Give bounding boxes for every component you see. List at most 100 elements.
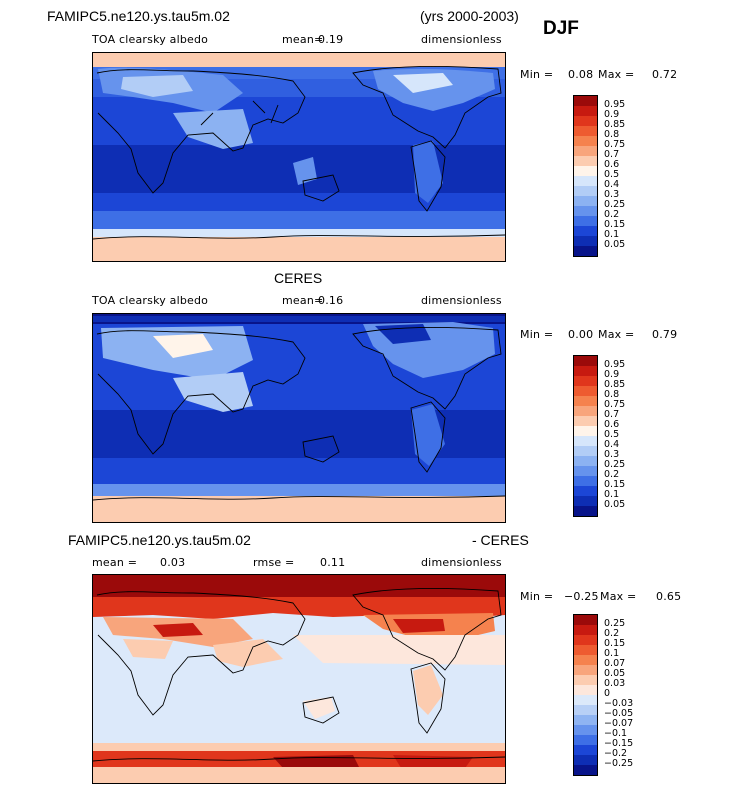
colorbar-tick-label: 0.95 (604, 99, 626, 110)
colorbar-swatch (574, 186, 597, 196)
panel2-max-value: 0.79 (652, 328, 678, 341)
colorbar-tick-label: 0.25 (604, 199, 626, 210)
colorbar-tick-label: 0.05 (604, 239, 626, 250)
panel3-units: dimensionless (421, 556, 502, 569)
colorbar-tick-label: 0.25 (604, 459, 626, 470)
panel1-variable: TOA clearsky albedo (92, 33, 209, 46)
colorbar-tick-label: 0.07 (604, 658, 626, 669)
colorbar-tick-label: 0.2 (604, 628, 620, 639)
colorbar-tick-label: 0.15 (604, 219, 626, 230)
colorbar-tick-label: 0 (604, 688, 611, 699)
colorbar-swatch (574, 246, 597, 256)
colorbar-swatch (574, 226, 597, 236)
colorbar-swatch (574, 166, 597, 176)
colorbar-swatch (574, 366, 597, 376)
colorbar-tick-label: 0.15 (604, 479, 626, 490)
panel3-max-label: Max = (600, 590, 637, 603)
panel2-max-label: Max = (598, 328, 635, 341)
colorbar-tick-label: 0.15 (604, 638, 626, 649)
colorbar-swatch (574, 96, 597, 106)
colorbar-swatch (574, 496, 597, 506)
colorbar-tick-label: 0.8 (604, 389, 620, 400)
colorbar-swatch (574, 126, 597, 136)
colorbar-swatch (574, 635, 597, 645)
colorbar-swatch (574, 625, 597, 635)
panel1-map (92, 52, 506, 262)
colorbar-swatch (574, 645, 597, 655)
colorbar-tick-label: −0.1 (604, 728, 628, 739)
colorbar-tick-label: 0.5 (604, 169, 620, 180)
colorbar-swatch (574, 196, 597, 206)
colorbar-tick-label: −0.2 (604, 748, 628, 759)
colorbar-tick-label: 0.6 (604, 159, 620, 170)
colorbar-swatch (574, 216, 597, 226)
colorbar-swatch (574, 376, 597, 386)
panel1-max-label: Max = (598, 68, 635, 81)
colorbar-tick-label: 0.2 (604, 469, 620, 480)
panel1-max-value: 0.72 (652, 68, 678, 81)
colorbar-tick-label: 0.95 (604, 359, 626, 370)
panel2-title: CERES (274, 270, 323, 286)
colorbar-tick-label: −0.05 (604, 708, 634, 719)
years-label: (yrs 2000-2003) (420, 8, 519, 24)
season-label: DJF (543, 18, 579, 39)
colorbar-swatch (574, 655, 597, 665)
colorbar-swatch (574, 735, 597, 745)
colorbar-tick-label: 0.4 (604, 439, 620, 450)
colorbar-swatch (574, 436, 597, 446)
colorbar-tick-label: −0.25 (604, 758, 634, 769)
colorbar-swatch (574, 755, 597, 765)
colorbar-swatch (574, 446, 597, 456)
colorbar-tick-label: 0.85 (604, 119, 626, 130)
colorbar-swatch (574, 146, 597, 156)
panel3-rmse-label: rmse = (253, 556, 295, 569)
colorbar-tick-label: 0.05 (604, 668, 626, 679)
colorbar-swatch (574, 685, 597, 695)
panel2-colorbar (573, 355, 598, 517)
colorbar-tick-label: 0.25 (604, 618, 626, 629)
panel3-mean-value: 0.03 (160, 556, 186, 569)
colorbar-swatch (574, 725, 597, 735)
colorbar-tick-label: 0.85 (604, 379, 626, 390)
colorbar-tick-label: 0.9 (604, 369, 620, 380)
colorbar-swatch (574, 416, 597, 426)
colorbar-tick-label: 0.1 (604, 648, 620, 659)
colorbar-tick-label: 0.4 (604, 179, 620, 190)
panel2-mean-label: mean= (282, 294, 324, 307)
panel3-title-right: - CERES (472, 532, 529, 548)
colorbar-swatch (574, 456, 597, 466)
panel3-mean-label: mean = (92, 556, 138, 569)
colorbar-swatch (574, 615, 597, 625)
panel3-min-label: Min = (520, 590, 554, 603)
panel3-map (92, 574, 506, 784)
colorbar-swatch (574, 386, 597, 396)
colorbar-swatch (574, 426, 597, 436)
panel3-min-value: −0.25 (564, 590, 599, 603)
panel2-mean-value: 0.16 (318, 294, 344, 307)
colorbar-swatch (574, 506, 597, 516)
colorbar-swatch (574, 675, 597, 685)
colorbar-tick-label: 0.8 (604, 129, 620, 140)
colorbar-swatch (574, 106, 597, 116)
colorbar-tick-label: 0.7 (604, 409, 620, 420)
colorbar-tick-label: 0.1 (604, 229, 620, 240)
colorbar-swatch (574, 156, 597, 166)
colorbar-swatch (574, 356, 597, 366)
colorbar-swatch (574, 665, 597, 675)
panel2-min-label: Min = (520, 328, 554, 341)
panel3-colorbar (573, 614, 598, 776)
colorbar-swatch (574, 476, 597, 486)
colorbar-swatch (574, 695, 597, 705)
colorbar-swatch (574, 136, 597, 146)
colorbar-tick-label: 0.7 (604, 149, 620, 160)
colorbar-tick-label: −0.15 (604, 738, 634, 749)
colorbar-tick-label: 0.1 (604, 489, 620, 500)
colorbar-swatch (574, 705, 597, 715)
colorbar-tick-label: 0.3 (604, 189, 620, 200)
panel2-min-value: 0.00 (568, 328, 594, 341)
panel1-mean-label: mean= (282, 33, 324, 46)
panel1-colorbar (573, 95, 598, 257)
colorbar-swatch (574, 176, 597, 186)
colorbar-swatch (574, 236, 597, 246)
colorbar-swatch (574, 116, 597, 126)
